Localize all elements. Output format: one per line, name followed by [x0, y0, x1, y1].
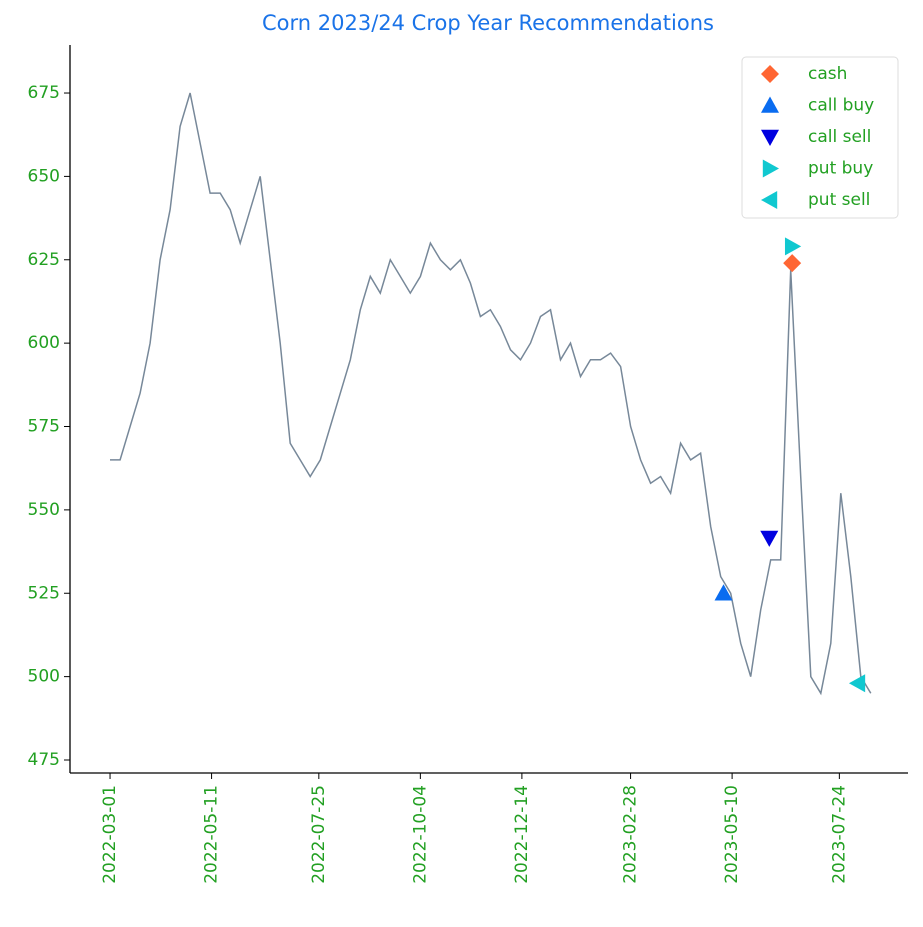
legend-label: cash	[808, 64, 847, 84]
x-tick-label: 2023-02-28	[621, 785, 641, 884]
y-tick-label: 475	[28, 750, 60, 770]
x-tick-label: 2023-05-10	[722, 785, 742, 884]
x-tick-label: 2022-03-01	[100, 785, 120, 884]
y-tick-label: 650	[28, 166, 60, 186]
legend-marker	[762, 159, 779, 178]
price-line	[110, 92, 872, 696]
legend-marker	[761, 65, 779, 83]
y-tick-label: 600	[28, 333, 60, 353]
legend-label: put buy	[808, 159, 873, 179]
y-tick-label: 550	[28, 500, 60, 520]
legend-marker	[761, 129, 779, 146]
x-tick-label: 2022-12-14	[512, 785, 532, 884]
x-tick-label: 2022-10-04	[410, 785, 430, 884]
signal-marker	[848, 674, 866, 693]
legend	[741, 56, 899, 219]
signal-marker	[784, 237, 802, 256]
x-tick-label: 2022-07-25	[309, 785, 329, 884]
legend-marker	[761, 96, 779, 113]
signal-marker	[783, 254, 802, 273]
signal-marker	[760, 530, 779, 547]
x-tick-label: 2022-05-11	[202, 785, 222, 884]
y-tick-label: 525	[28, 583, 60, 603]
signal-marker	[714, 584, 733, 601]
legend-marker	[761, 191, 778, 209]
legend-label: put sell	[808, 190, 870, 210]
y-tick-label: 575	[28, 417, 60, 437]
legend-label: call buy	[808, 96, 874, 116]
x-tick-label: 2023-07-24	[829, 785, 849, 884]
y-tick-label: 500	[28, 667, 60, 687]
legend-label: call sell	[808, 127, 871, 147]
y-tick-label: 625	[28, 250, 60, 270]
chart-title: Corn 2023/24 Crop Year Recommendations	[262, 11, 714, 35]
y-tick-label: 675	[28, 83, 60, 103]
